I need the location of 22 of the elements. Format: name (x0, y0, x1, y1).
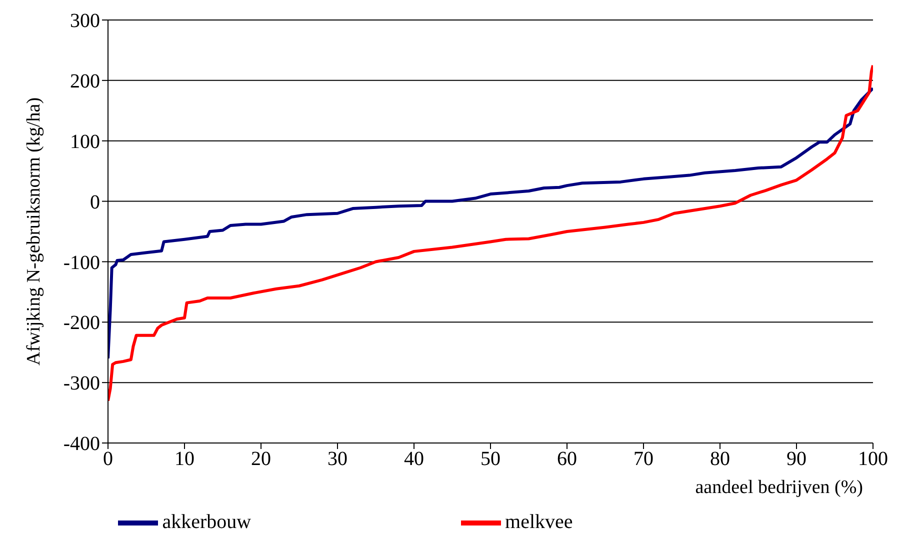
legend-label: melkvee (505, 510, 573, 533)
x-tick-label: 10 (174, 448, 194, 470)
y-tick-label: -200 (63, 312, 100, 334)
y-tick-label: 200 (70, 70, 100, 93)
x-tick-label: 50 (480, 448, 500, 470)
y-tick-label: 0 (90, 191, 100, 214)
x-tick-label: 30 (328, 448, 348, 470)
x-tick-label: 80 (710, 448, 730, 470)
x-tick-label: 60 (557, 448, 577, 470)
x-tick-label: 70 (634, 448, 654, 470)
y-tick-label: -400 (63, 433, 100, 456)
y-tick-label: -300 (63, 372, 100, 395)
x-tick-label: 90 (786, 448, 806, 470)
x-axis-title: aandeel bedrijven (%) (695, 477, 863, 498)
x-tick-label: 40 (404, 448, 424, 470)
y-tick-label: 100 (70, 130, 100, 153)
y-tick-label: 300 (70, 10, 100, 32)
y-axis-title: Afwijking N-gebruiksnorm (kg/ha) (24, 97, 45, 366)
legend-label: akkerbouw (162, 510, 252, 533)
x-tick-label: 20 (251, 448, 271, 470)
y-tick-label: -100 (63, 252, 100, 274)
x-tick-label: 100 (858, 448, 888, 470)
